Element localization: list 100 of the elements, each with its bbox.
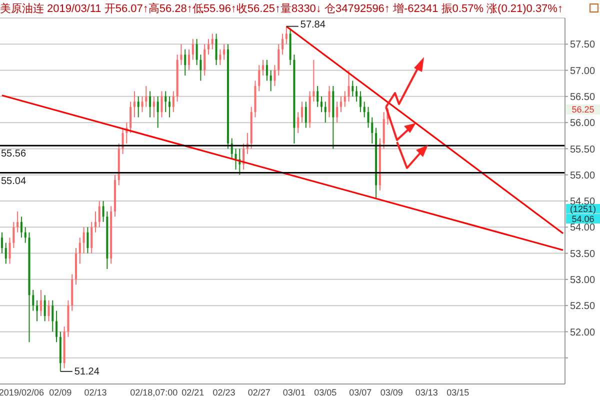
x-tick-label: 02/09: [49, 387, 72, 398]
ref-line-label: 55.56: [1, 148, 26, 160]
y-tick-label: 55.00: [570, 170, 596, 182]
candlestick: [282, 33, 284, 56]
candlestick: [356, 85, 358, 102]
candlestick: [102, 200, 104, 222]
candlestick: [86, 226, 89, 254]
candlestick: [223, 44, 226, 60]
x-tick-label: 03/15: [446, 387, 470, 398]
candlestick: [352, 80, 354, 97]
chart-title: 美原油连 2019/03/11 开56.07↑高56.28↑低55.96↑收56.25↑量8330↓ 仓34792596↑ 增-62341 振0.57% 涨(0.21)0.37%↑: [0, 2, 563, 16]
candlestick: [320, 96, 322, 113]
candlestick: [90, 221, 93, 254]
ref-line-label: 55.04: [1, 176, 26, 187]
candlestick: [258, 64, 260, 92]
candlestick: [297, 112, 300, 134]
candlestick: [270, 70, 272, 92]
y-tick-label: 56.00: [570, 118, 596, 130]
y-tick-label: 53.00: [570, 274, 596, 286]
y-tick-label: 52.00: [570, 327, 596, 338]
y-tick-label: 56.50: [570, 92, 596, 103]
candlestick: [274, 64, 276, 86]
candlestick: [32, 289, 34, 312]
y-tick-label: 52.50: [570, 301, 596, 312]
candlestick: [156, 96, 159, 128]
candlestick: [4, 242, 7, 264]
candlestick: [160, 90, 163, 118]
candlestick: [336, 101, 338, 124]
candlestick: [204, 44, 206, 76]
candlestick: [367, 106, 370, 128]
x-tick-label: 02/23: [212, 387, 236, 398]
candlestick: [304, 101, 307, 128]
candlestick: [24, 226, 26, 244]
candlestick: [48, 300, 50, 322]
candlestick: [219, 48, 222, 66]
candlestick: [82, 226, 85, 254]
candlestick: [44, 294, 46, 322]
x-tick-label: 03/05: [314, 387, 337, 398]
candlestick: [180, 44, 182, 66]
candlestick: [328, 85, 330, 118]
candlestick: [262, 59, 264, 76]
annotation: 51.24: [74, 366, 100, 378]
candlestick: [363, 101, 366, 118]
candlestick: [168, 96, 171, 118]
candlestick: [94, 210, 96, 233]
candlestick: [172, 90, 174, 113]
candlestick: [371, 116, 374, 144]
y-tick-label: 54.00: [570, 222, 596, 234]
candlestick: [141, 96, 144, 113]
candlestick: [266, 59, 268, 82]
candlestick: [301, 101, 304, 124]
y-tick-label: 57.00: [570, 66, 596, 77]
annotation: 57.84: [300, 19, 326, 30]
candlestick: [152, 96, 155, 118]
candlestick: [316, 85, 319, 108]
candlestick: [20, 216, 22, 238]
candlestick: [234, 148, 237, 170]
candlestick: [133, 90, 136, 118]
candlestick: [312, 59, 315, 102]
candlestick: [196, 38, 198, 66]
candlestick: [149, 90, 152, 118]
candlestick: [215, 33, 218, 66]
x-tick-label: 02/18,07:00: [130, 387, 178, 398]
candlestick: [242, 142, 245, 170]
candlestick: [56, 310, 58, 343]
candlestick: [184, 48, 186, 76]
candlestick: [12, 221, 15, 249]
candlestick: [344, 90, 346, 108]
candlestick: [324, 101, 326, 124]
candlestick: [348, 70, 350, 102]
y-tick-label: 57.50: [570, 40, 596, 51]
candlestick: [40, 289, 42, 317]
candlestick: [188, 48, 190, 71]
candlestick: [211, 33, 214, 50]
candlestick: [137, 96, 140, 118]
candlestick: [207, 38, 210, 56]
candlestick: [130, 101, 132, 134]
text: 56.25: [572, 104, 594, 114]
x-tick-label: 02/13: [84, 387, 107, 398]
y-tick-label: 55.50: [570, 144, 596, 156]
candlestick: [16, 210, 19, 233]
candlestick: [192, 38, 194, 60]
candlestick: [340, 96, 342, 113]
candlestick: [285, 26, 288, 45]
y-tick-label: 53.50: [570, 248, 596, 260]
x-tick-label: 02/27: [248, 387, 270, 398]
x-tick-label: 03/09: [380, 387, 403, 398]
candlestick: [200, 54, 202, 82]
candlestick: [0, 232, 3, 254]
candlestick: [98, 200, 100, 228]
candlestick: [8, 237, 11, 264]
x-tick-label: 03/07: [349, 387, 372, 398]
candlestick: [78, 237, 81, 264]
candlestick: [36, 300, 38, 322]
candlestick: [52, 300, 54, 332]
candlestick: [164, 90, 167, 113]
x-tick-label: 03/01: [282, 387, 306, 398]
candlestick: [359, 90, 362, 113]
x-tick-label: 03/13: [415, 387, 438, 398]
x-tick-label: 02/21: [182, 387, 204, 398]
